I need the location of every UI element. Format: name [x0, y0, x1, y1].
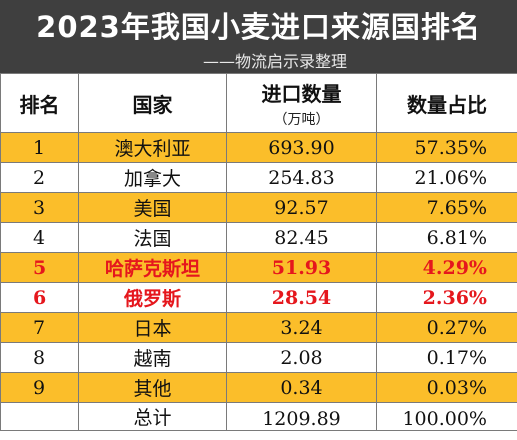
qty-cell: 82.45 [226, 222, 377, 253]
share-cell: 0.03% [376, 372, 517, 403]
share-cell: 7.65% [376, 192, 517, 223]
total-share-cell: 100.00% [376, 402, 517, 431]
rank-cell: 8 [0, 342, 79, 373]
share-cell: 0.27% [376, 312, 517, 343]
table-row: 6 俄罗斯 28.54 2.36% [0, 282, 517, 313]
title-banner: 2023年我国小麦进口来源国排名 ——物流启示录整理 [0, 0, 517, 73]
table-row: 2 加拿大 254.83 21.06% [0, 162, 517, 193]
page-subtitle: ——物流启示录整理 [202, 52, 347, 71]
table-row: 8 越南 2.08 0.17% [0, 342, 517, 373]
qty-cell: 28.54 [226, 282, 377, 313]
country-cell: 哈萨克斯坦 [78, 252, 227, 283]
share-cell: 2.36% [376, 282, 517, 313]
rank-cell: 9 [0, 372, 79, 403]
country-cell: 俄罗斯 [78, 282, 227, 313]
country-cell: 日本 [78, 312, 227, 343]
table-row: 4 法国 82.45 6.81% [0, 222, 517, 253]
qty-cell: 2.08 [226, 342, 377, 373]
table-row: 1 澳大利亚 693.90 57.35% [0, 132, 517, 163]
table-row: 9 其他 0.34 0.03% [0, 372, 517, 403]
share-cell: 21.06% [376, 162, 517, 193]
qty-cell: 0.34 [226, 372, 377, 403]
rank-cell: 2 [0, 162, 79, 193]
total-row: 总计 1209.89 100.00% [0, 402, 517, 431]
column-header-country: 国家 [78, 73, 227, 133]
column-header-rank: 排名 [0, 73, 79, 133]
table-header-row: 排名 国家 进口数量 （万吨） 数量占比 [0, 73, 517, 133]
total-qty-cell: 1209.89 [226, 402, 377, 431]
qty-cell: 3.24 [226, 312, 377, 343]
country-cell: 其他 [78, 372, 227, 403]
table-row: 3 美国 92.57 7.65% [0, 192, 517, 223]
rank-cell: 3 [0, 192, 79, 223]
country-cell: 加拿大 [78, 162, 227, 193]
share-cell: 6.81% [376, 222, 517, 253]
rank-cell: 1 [0, 132, 79, 163]
qty-cell: 693.90 [226, 132, 377, 163]
table-row: 5 哈萨克斯坦 51.93 4.29% [0, 252, 517, 283]
table-row: 7 日本 3.24 0.27% [0, 312, 517, 343]
rank-cell: 4 [0, 222, 79, 253]
column-header-qty: 进口数量 （万吨） [226, 73, 377, 133]
country-cell: 美国 [78, 192, 227, 223]
column-header-qty-label: 进口数量 [261, 81, 342, 106]
country-cell: 法国 [78, 222, 227, 253]
rank-cell: 7 [0, 312, 79, 343]
qty-cell: 51.93 [226, 252, 377, 283]
total-label-cell: 总计 [78, 402, 227, 431]
total-blank-cell [0, 402, 79, 431]
column-header-share: 数量占比 [376, 73, 517, 133]
qty-cell: 92.57 [226, 192, 377, 223]
country-cell: 越南 [78, 342, 227, 373]
share-cell: 0.17% [376, 342, 517, 373]
rank-cell: 6 [0, 282, 79, 313]
column-header-qty-unit: （万吨） [273, 111, 330, 128]
import-ranking-table: 排名 国家 进口数量 （万吨） 数量占比 1 澳大利亚 693.90 57.35… [0, 73, 517, 431]
qty-cell: 254.83 [226, 162, 377, 193]
share-cell: 4.29% [376, 252, 517, 283]
page-title: 2023年我国小麦进口来源国排名 [36, 10, 481, 44]
country-cell: 澳大利亚 [78, 132, 227, 163]
rank-cell: 5 [0, 252, 79, 283]
share-cell: 57.35% [376, 132, 517, 163]
